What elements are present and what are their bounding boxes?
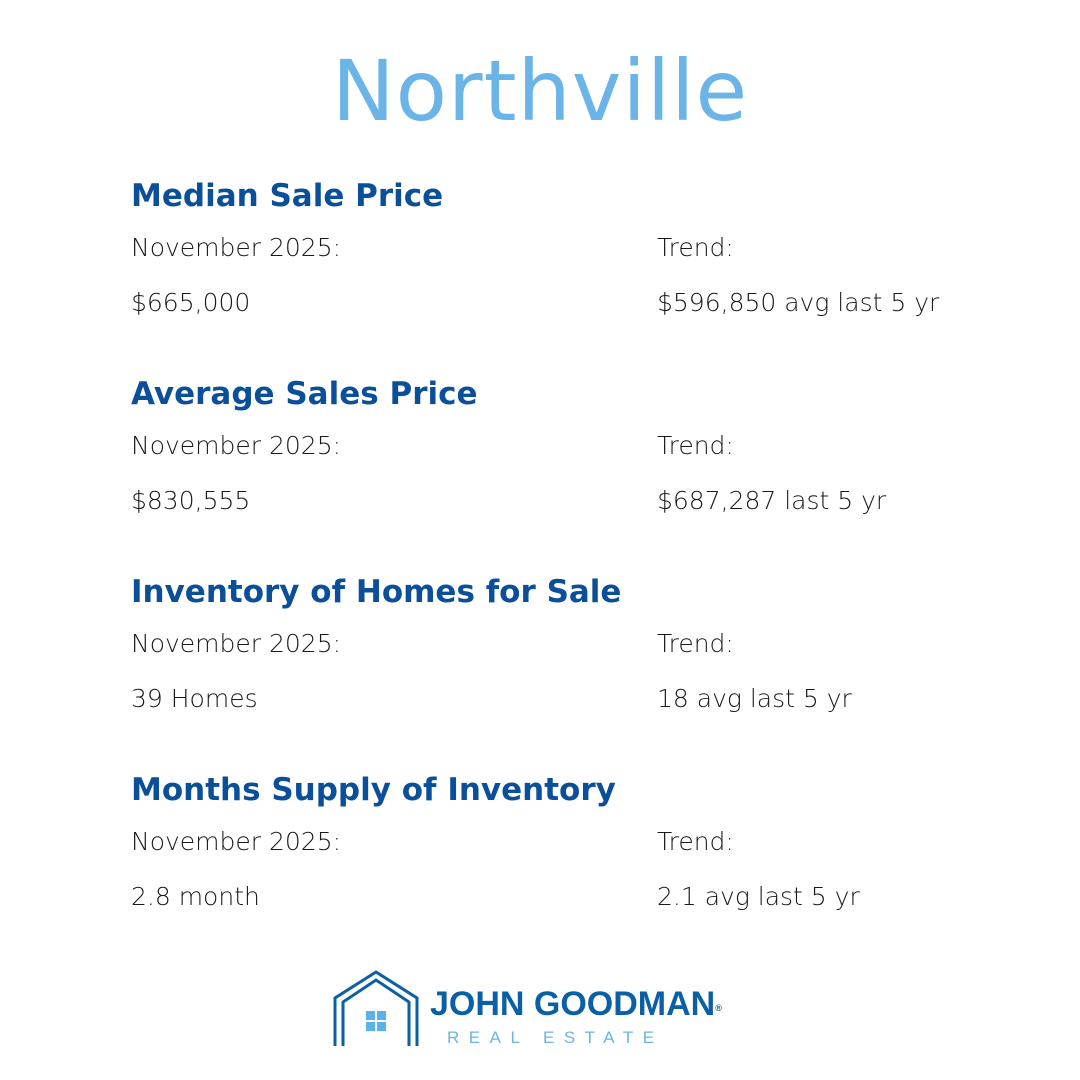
section-heading: Average Sales Price	[131, 376, 478, 412]
trend-label: Trend:	[657, 629, 734, 658]
house-icon	[333, 970, 419, 1046]
current-label: November 2025:	[131, 827, 342, 856]
brand-name: JOHN GOODMAN®	[430, 984, 722, 1024]
section-median-sale-price: Median Sale Price November 2025: $665,00…	[131, 176, 1031, 366]
section-months-supply: Months Supply of Inventory November 2025…	[131, 770, 1031, 960]
section-heading: Months Supply of Inventory	[131, 772, 616, 808]
brand-name-text: JOHN GOODMAN	[430, 985, 716, 1023]
section-inventory: Inventory of Homes for Sale November 202…	[131, 572, 1031, 762]
section-average-sales-price: Average Sales Price November 2025: $830,…	[131, 374, 1031, 564]
current-label: November 2025:	[131, 233, 342, 262]
registered-mark: ®	[715, 1003, 722, 1013]
current-label: November 2025:	[131, 629, 342, 658]
trend-value: 18 avg last 5 yr	[657, 684, 852, 713]
company-logo: JOHN GOODMAN® REAL ESTATE	[333, 970, 753, 1050]
current-value: $830,555	[131, 486, 251, 515]
section-heading: Median Sale Price	[131, 178, 444, 214]
trend-label: Trend:	[657, 431, 734, 460]
page-title: Northville	[331, 42, 749, 140]
current-value: $665,000	[131, 288, 251, 317]
trend-label: Trend:	[657, 233, 734, 262]
trend-value: $687,287 last 5 yr	[657, 486, 887, 515]
trend-label: Trend:	[657, 827, 734, 856]
current-value: 2.8 month	[131, 882, 260, 911]
section-heading: Inventory of Homes for Sale	[131, 574, 622, 610]
current-value: 39 Homes	[131, 684, 258, 713]
trend-value: $596,850 avg last 5 yr	[657, 288, 940, 317]
current-label: November 2025:	[131, 431, 342, 460]
trend-value: 2.1 avg last 5 yr	[657, 882, 860, 911]
brand-subtitle: REAL ESTATE	[447, 1028, 664, 1047]
